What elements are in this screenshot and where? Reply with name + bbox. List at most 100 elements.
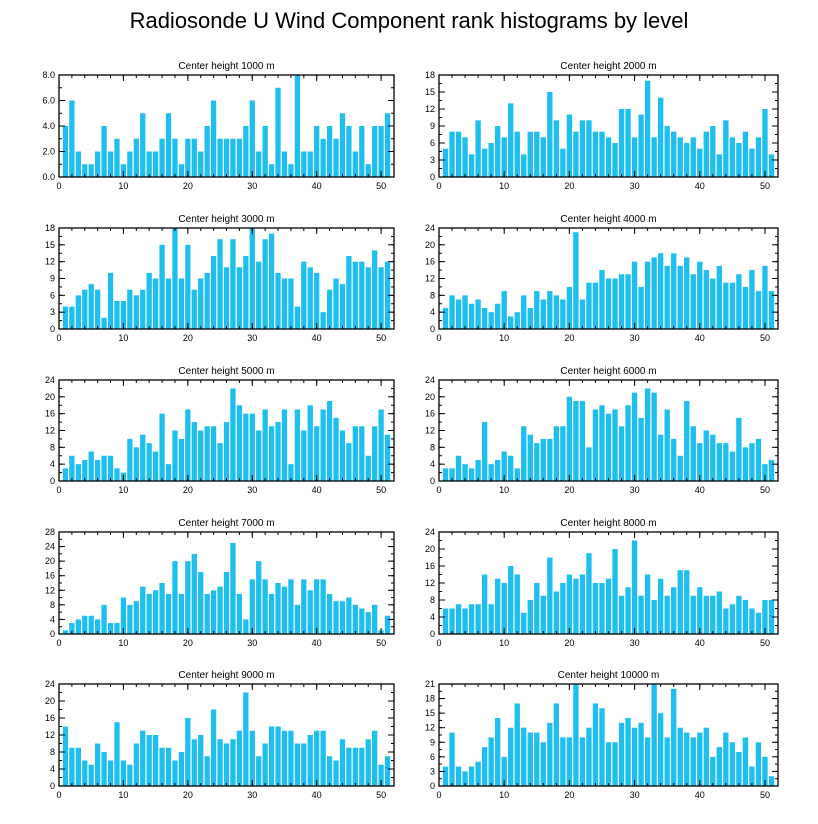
bar (256, 261, 262, 329)
y-tick-label: 3 (50, 307, 55, 317)
bar (359, 608, 365, 634)
bar (210, 709, 217, 786)
bar (178, 593, 185, 634)
y-tick-label: 0 (50, 781, 55, 791)
bar (159, 138, 165, 177)
bar (481, 148, 488, 177)
bar (768, 291, 775, 330)
bar (697, 261, 703, 329)
bar (638, 417, 644, 482)
bar (165, 464, 172, 481)
bar (326, 756, 333, 786)
y-tick-label: 8 (430, 290, 435, 300)
bar (339, 113, 346, 177)
bar (185, 409, 191, 481)
bar (527, 307, 533, 329)
bar (534, 131, 540, 177)
bar (372, 730, 378, 786)
bar (178, 164, 185, 177)
x-tick-label: 50 (376, 790, 386, 800)
bar (710, 278, 716, 329)
bar (749, 608, 755, 634)
bar (488, 737, 494, 786)
x-tick-label: 50 (760, 485, 770, 495)
bar (268, 593, 275, 634)
panel-4: Center height 4000 m 0 10 20 30 40 50 0 4 8 12 16 20… (425, 214, 779, 343)
x-tick-label: 50 (760, 181, 770, 191)
bar (618, 426, 625, 481)
bar (762, 756, 768, 786)
bar (165, 747, 172, 786)
bar (729, 742, 736, 786)
bar (723, 443, 729, 482)
bar (326, 593, 333, 634)
bar (755, 612, 762, 634)
y-tick-label: 8 (430, 442, 435, 452)
bar (495, 578, 501, 634)
bar (69, 747, 75, 786)
y-tick-label: 16 (425, 409, 435, 419)
bar (671, 438, 677, 481)
bar (140, 586, 146, 634)
bar (140, 113, 146, 177)
bar (346, 747, 352, 786)
x-tick-label: 50 (760, 638, 770, 648)
bar (560, 426, 566, 481)
bar (301, 430, 307, 481)
bar (475, 459, 481, 481)
y-tick-label: 16 (45, 571, 55, 581)
bar (236, 267, 243, 329)
bar (288, 278, 294, 329)
bar (275, 726, 281, 786)
bar (127, 289, 133, 329)
bar (710, 126, 716, 177)
bar (703, 270, 709, 329)
x-tick-label: 50 (376, 638, 386, 648)
bar (133, 743, 139, 786)
bar (82, 164, 88, 177)
bar (462, 464, 468, 481)
bar (762, 109, 768, 177)
bar (359, 126, 365, 177)
bar (462, 608, 468, 634)
x-tick-label: 20 (183, 181, 193, 191)
bar (198, 430, 204, 481)
bar (527, 732, 533, 786)
bar (75, 295, 81, 329)
bar (468, 154, 475, 177)
y-tick-label: 0 (430, 781, 435, 791)
bar (75, 464, 81, 481)
bar (365, 455, 371, 481)
bar (352, 747, 358, 786)
bar (120, 597, 127, 634)
bar (449, 468, 455, 482)
bar (230, 138, 236, 177)
x-tick-label: 0 (56, 333, 61, 343)
bar (475, 604, 481, 634)
bar (165, 278, 172, 329)
bar (178, 278, 185, 329)
panel-title: Center height 6000 m (560, 366, 656, 377)
bar (573, 401, 579, 481)
panel-title: Center height 10000 m (558, 670, 660, 681)
bar (159, 413, 165, 481)
bar (742, 286, 749, 329)
bar (514, 574, 520, 634)
y-tick-label: 24 (425, 527, 435, 537)
x-tick-label: 40 (312, 485, 322, 495)
bar (553, 591, 560, 634)
bar (560, 737, 566, 786)
y-tick-label: 18 (425, 694, 435, 704)
bar (320, 579, 326, 634)
bar (644, 737, 651, 786)
y-tick-label: 16 (425, 561, 435, 571)
bar (749, 766, 755, 786)
bar (664, 595, 670, 634)
bar (378, 126, 384, 177)
bar (88, 764, 94, 786)
bar (736, 595, 742, 634)
bar (185, 561, 191, 634)
bar (475, 761, 481, 786)
bar (101, 604, 107, 634)
bar (223, 138, 230, 177)
